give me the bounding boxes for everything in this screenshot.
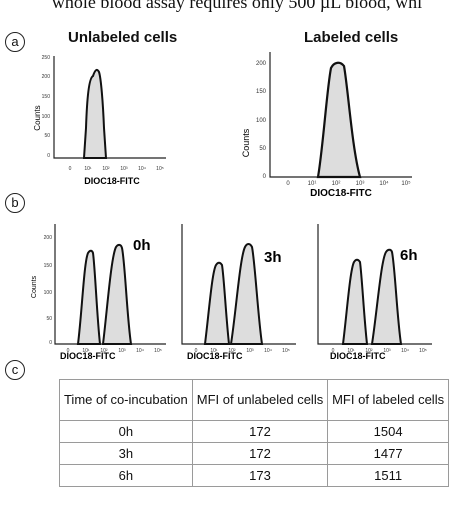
y-axis-label: Counts — [31, 275, 38, 298]
x-tick: 0 — [286, 181, 290, 187]
x-tick: 0 — [69, 166, 72, 172]
panel-c-label: c — [5, 360, 25, 380]
y-tick-250: 250 — [42, 55, 51, 61]
header-mfi-labeled: MFI of labeled cells — [327, 379, 449, 421]
x-tick: 10⁴ — [379, 180, 389, 187]
y-tick-100: 100 — [256, 118, 267, 124]
panel-a-left-title: Unlabeled cells — [68, 29, 178, 46]
table-row: 6h 173 1511 — [59, 464, 449, 487]
x-axis-label-6h: DIOC18-FITC — [330, 351, 386, 361]
y-tick-100: 100 — [44, 290, 53, 296]
y-tick-150: 150 — [256, 89, 267, 95]
cell-mfi-unlabeled: 172 — [191, 442, 329, 465]
y-tick-100: 100 — [42, 114, 51, 120]
x-tick: 0 — [195, 348, 198, 354]
x-tick: 10⁵ — [282, 348, 290, 354]
x-tick: 10² — [100, 348, 108, 354]
y-tick-200: 200 — [42, 74, 51, 80]
mfi-table: Time of co-incubation MFI of unlabeled c… — [59, 379, 449, 487]
panel-a-label: a — [5, 32, 25, 52]
x-tick: 10⁵ — [156, 166, 164, 172]
x-tick: 10¹ — [82, 348, 90, 354]
peak-unlabeled — [76, 249, 102, 345]
y-axis-label: Counts — [33, 105, 42, 130]
peak-labeled — [101, 243, 133, 345]
panel-a-histograms: Counts 250 200 150 100 50 0 0 10¹ 10² 10… — [33, 52, 412, 198]
time-label-3h: 3h — [264, 249, 282, 266]
x-tick: 10⁵ — [419, 348, 427, 354]
x-axis-label-0h: DIOC18-FITC — [60, 351, 116, 361]
x-tick: 10¹ — [347, 348, 355, 354]
caption-text: whole blood assay requires only 500 µL b… — [51, 0, 423, 12]
header-mfi-unlabeled: MFI of unlabeled cells — [191, 379, 329, 421]
y-tick-0: 0 — [263, 174, 267, 180]
peak-labeled — [229, 243, 264, 345]
time-label-6h: 6h — [400, 247, 418, 264]
time-label-0h: 0h — [133, 237, 151, 254]
panel-a-right-title: Labeled cells — [304, 29, 399, 46]
axis-frame — [269, 52, 412, 178]
y-tick-150: 150 — [42, 94, 51, 100]
x-axis-label: DIOC18-FITC — [84, 176, 140, 186]
x-tick: 10³ — [383, 348, 391, 354]
x-tick: 10³ — [120, 166, 128, 172]
histogram-peak-labeled — [316, 61, 362, 179]
cell-mfi-labeled: 1511 — [327, 464, 449, 487]
histogram-3h: 3h 0 10¹ 10² 10³ 10⁴ 10⁵ — [181, 224, 296, 354]
histogram-6h: 6h 0 10¹ 10² 10³ 10⁴ 10⁵ — [317, 224, 432, 354]
cell-time: 3h — [59, 442, 193, 465]
peak-unlabeled — [341, 258, 369, 345]
cell-mfi-labeled: 1504 — [327, 420, 449, 443]
x-tick: 10⁴ — [264, 348, 272, 354]
histogram-0h: Counts 200 150 100 50 0 0h 0 10¹ 10² 10³… — [31, 224, 166, 354]
x-tick: 10⁴ — [401, 348, 409, 354]
y-axis-label: Counts — [241, 128, 251, 157]
x-tick: 10⁴ — [136, 348, 144, 354]
x-tick: 0 — [67, 348, 70, 354]
x-tick: 10⁴ — [138, 166, 146, 172]
y-tick-50: 50 — [44, 133, 50, 139]
panel-b-label: b — [5, 193, 25, 213]
y-tick-0: 0 — [47, 153, 50, 159]
y-tick-50: 50 — [259, 146, 266, 152]
x-tick: 10¹ — [210, 348, 218, 354]
y-tick-50: 50 — [46, 316, 52, 322]
histogram-peak-unlabeled — [82, 68, 108, 159]
x-axis-label: DIOC18-FITC — [310, 188, 372, 198]
y-tick-200: 200 — [256, 61, 267, 67]
cell-time: 6h — [59, 464, 193, 487]
panel-b-histograms: Counts 200 150 100 50 0 0h 0 10¹ 10² 10³… — [31, 224, 432, 361]
cell-time: 0h — [59, 420, 193, 443]
y-tick-0: 0 — [49, 340, 52, 346]
cell-mfi-unlabeled: 172 — [191, 420, 329, 443]
x-tick: 10⁵ — [154, 348, 162, 354]
header-time: Time of co-incubation — [59, 379, 193, 421]
x-tick: 10² — [365, 348, 373, 354]
x-tick: 10³ — [118, 348, 126, 354]
cell-mfi-unlabeled: 173 — [191, 464, 329, 487]
x-tick: 10⁵ — [401, 180, 411, 187]
x-tick: 10³ — [246, 348, 254, 354]
x-tick: 10² — [102, 166, 110, 172]
peak-labeled — [370, 248, 403, 345]
cell-mfi-labeled: 1477 — [327, 442, 449, 465]
table-header-row: Time of co-incubation MFI of unlabeled c… — [59, 379, 449, 421]
x-tick: 10³ — [356, 181, 365, 187]
x-tick: 10¹ — [84, 166, 92, 172]
histogram-unlabeled: Counts 250 200 150 100 50 0 0 10¹ 10² 10… — [33, 55, 166, 186]
axis-frame — [53, 56, 166, 159]
x-tick: 0 — [332, 348, 335, 354]
peak-unlabeled — [203, 261, 231, 345]
histogram-labeled: Counts 200 150 100 50 0 0 10¹ 10² 10³ 10… — [241, 52, 412, 198]
x-tick: 10² — [228, 348, 236, 354]
y-tick-150: 150 — [44, 263, 53, 269]
table-row: 0h 172 1504 — [59, 420, 449, 443]
x-tick: 10¹ — [308, 181, 317, 187]
x-tick: 10² — [332, 181, 341, 187]
table-row: 3h 172 1477 — [59, 442, 449, 465]
x-axis-label-3h: DIOC18-FITC — [187, 351, 243, 361]
y-tick-200: 200 — [44, 235, 53, 241]
